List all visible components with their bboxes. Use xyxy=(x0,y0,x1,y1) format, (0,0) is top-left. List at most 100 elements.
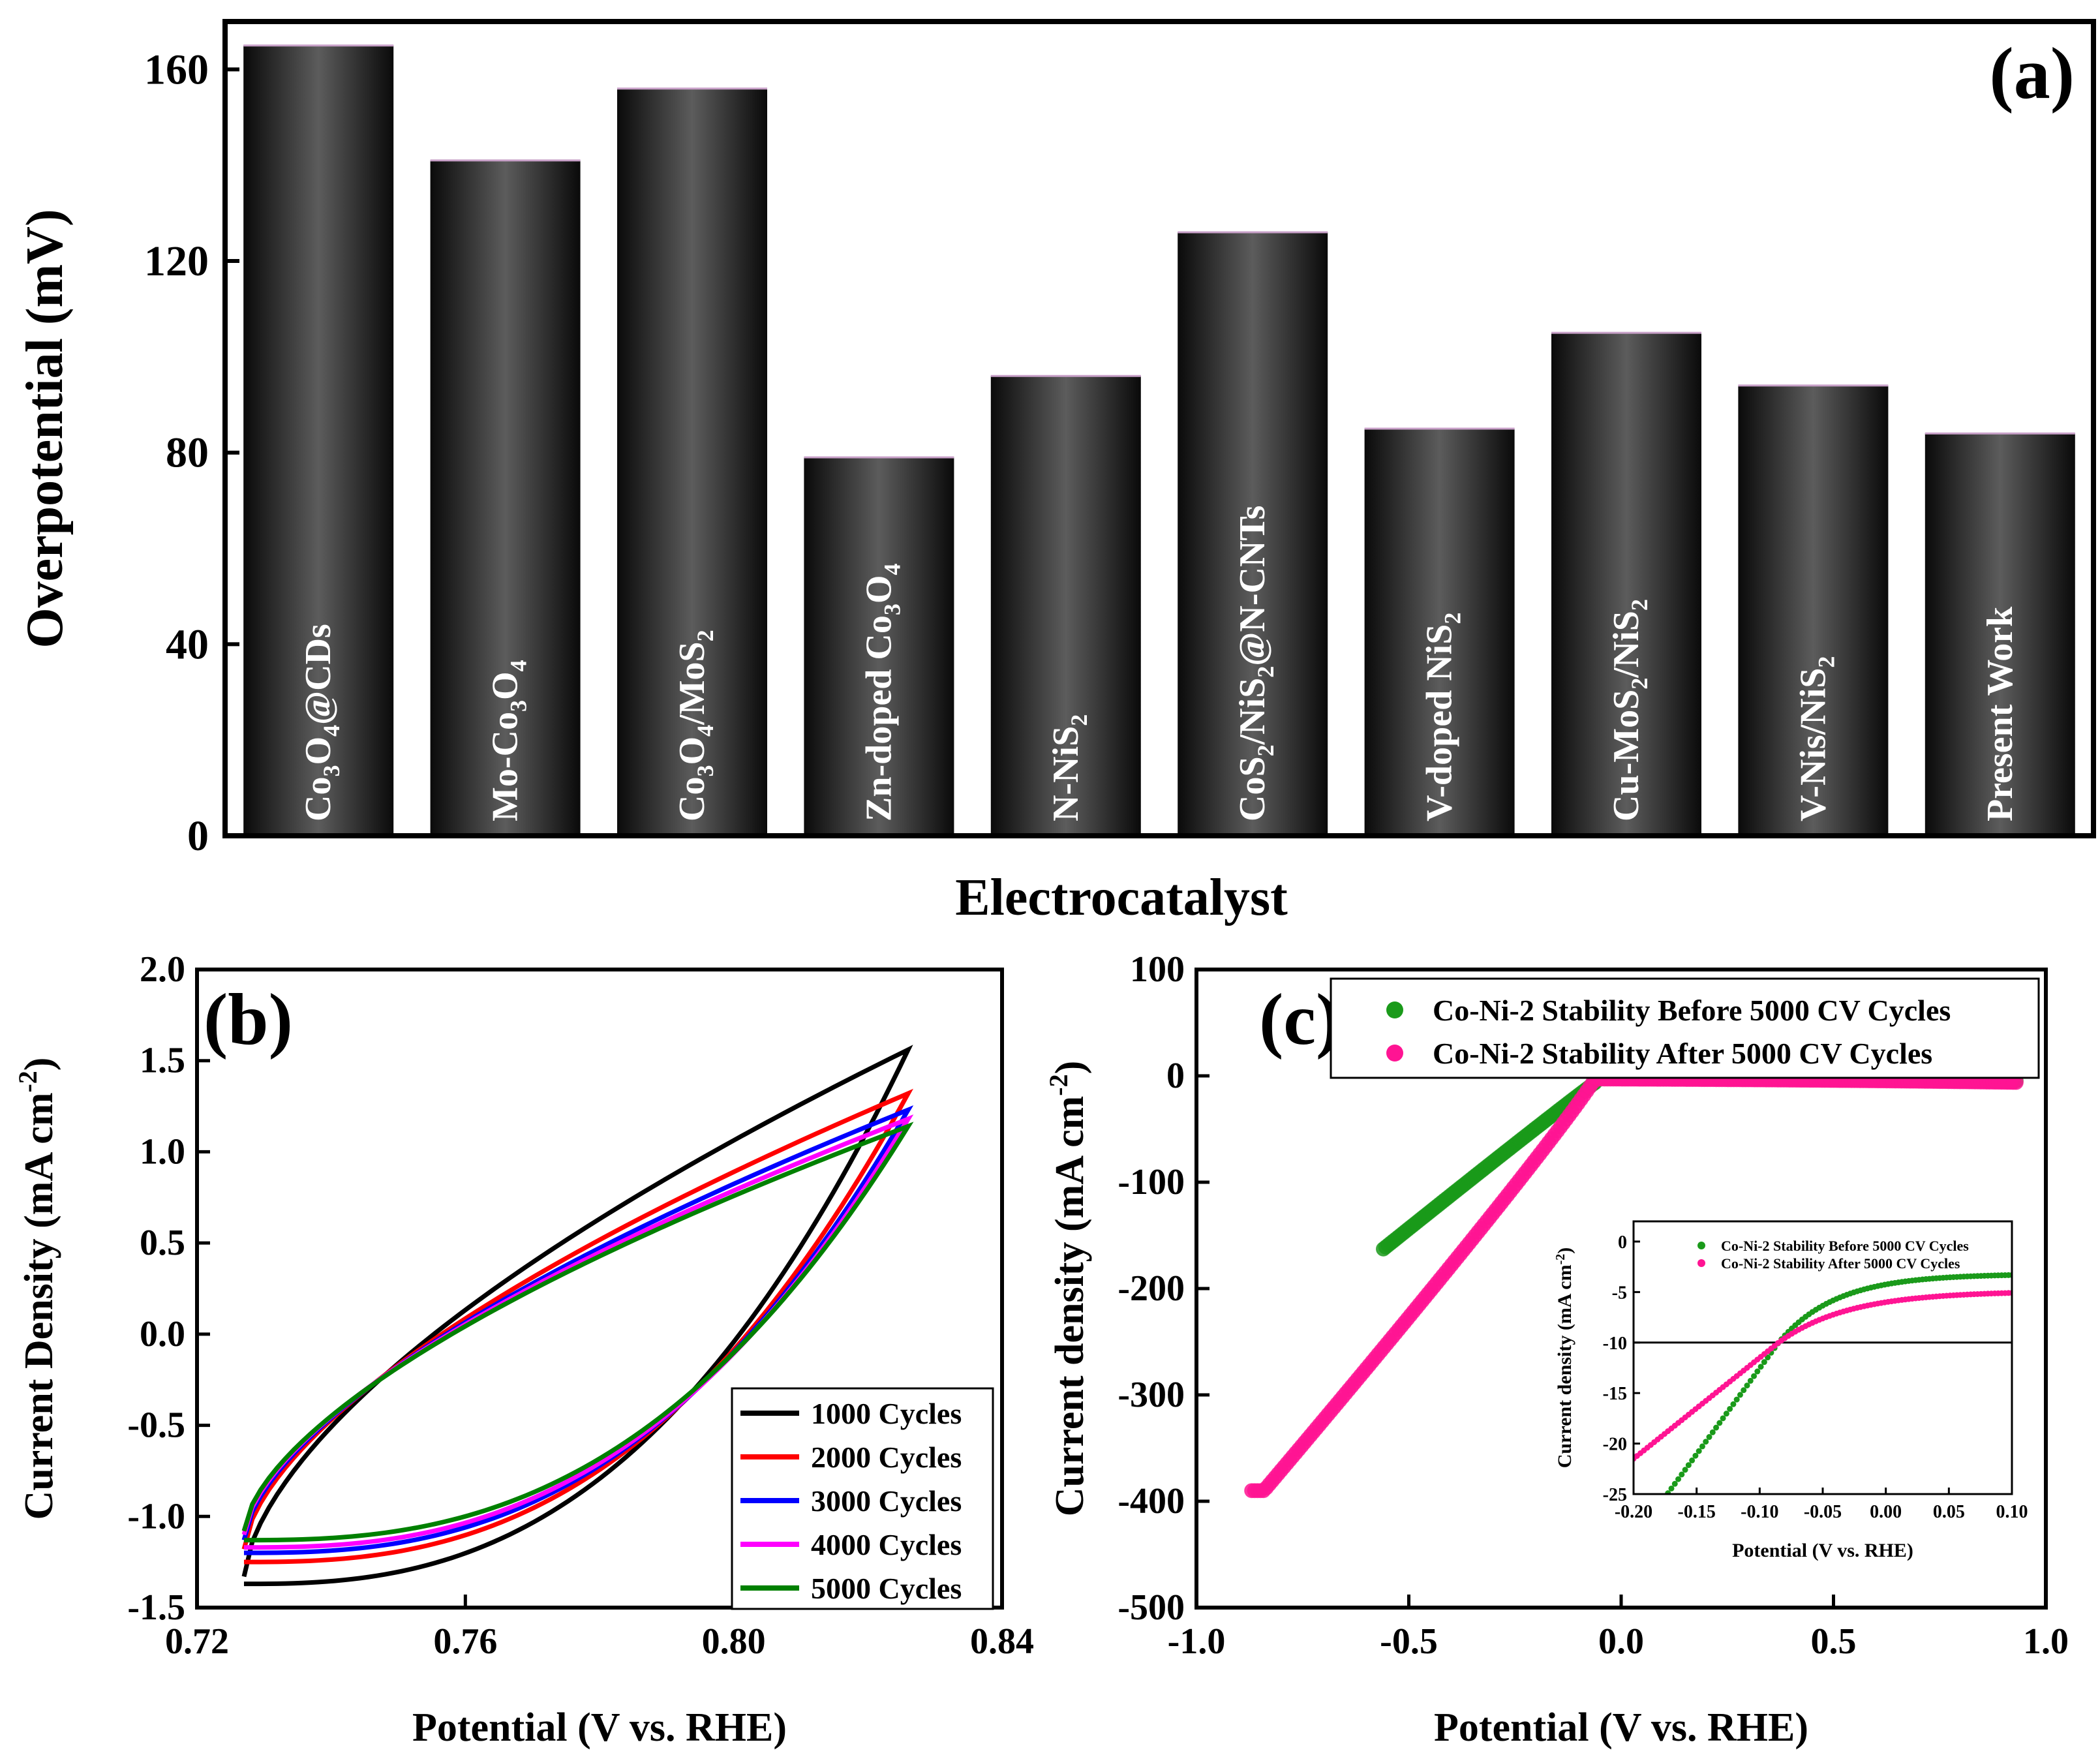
inset-data-point xyxy=(1699,1443,1705,1450)
panel-label-c: (c) xyxy=(1259,979,1340,1060)
inset-data-point xyxy=(1733,1396,1740,1403)
y-tick-label: 120 xyxy=(144,237,209,285)
inset-data-point xyxy=(1679,1471,1685,1478)
lsv-chart-panel-c: -1.0 -0.5 0.0 0.5 1.0 -500-400-300-200-10001… xyxy=(1044,949,2069,1750)
inset-data-point xyxy=(1631,1537,1637,1543)
y-axis-label-a: Overpotential (mV) xyxy=(16,209,74,648)
inset-data-point xyxy=(1709,1429,1716,1435)
cv-chart-panel-b: 0.72 0.76 0.80 0.84 -1.5 -1.0 -0.5 0.0 0.5 1.0 1.… xyxy=(13,949,1034,1750)
y-axis-ticks-b: -1.5 -1.0 -0.5 0.0 0.5 1.0 1.5 2.0 xyxy=(127,949,210,1628)
inset-data-point xyxy=(1727,1405,1733,1412)
x-tick-label: 0.72 xyxy=(165,1621,229,1662)
bar-label: V-doped NiS2 xyxy=(1420,613,1466,821)
bar-label: Zn-doped Co3O4 xyxy=(859,564,905,821)
legend-label: Co-Ni-2 Stability After 5000 CV Cycles xyxy=(1433,1037,1932,1070)
y-tick-label: 0.0 xyxy=(140,1314,185,1354)
y-tick-label: 1.5 xyxy=(140,1041,185,1081)
bar-label: Mo-Co3O4 xyxy=(485,660,532,821)
legend-label: 1000 Cycles xyxy=(811,1397,962,1430)
y-tick-label: 1.0 xyxy=(140,1131,185,1172)
bar-label: N-NiS2 xyxy=(1046,714,1092,821)
bar-label: Cu-MoS2/NiS2 xyxy=(1606,599,1652,821)
inset-data-point xyxy=(1696,1448,1702,1454)
inset-data-point xyxy=(1689,1457,1696,1463)
inset-x-tick-label: -0.20 xyxy=(1615,1502,1652,1522)
inset-legend-marker xyxy=(1697,1242,1705,1249)
y-tick-label: -200 xyxy=(1118,1268,1185,1309)
bar xyxy=(1551,333,1701,836)
x-tick-label: 0.76 xyxy=(433,1621,497,1662)
cv-curve xyxy=(241,1045,913,1587)
bar xyxy=(430,160,581,836)
inset-y-tick-label: -20 xyxy=(1603,1435,1627,1455)
bar xyxy=(990,376,1141,836)
inset-data-point xyxy=(1637,1528,1643,1534)
y-tick-label: 100 xyxy=(1130,949,1185,990)
plot-frame-a xyxy=(222,19,2096,838)
inset-x-tick-label: 0.05 xyxy=(1933,1502,1965,1522)
inset-data-point xyxy=(1761,1359,1767,1366)
inset-scatter xyxy=(1631,1272,2012,1543)
inset-x-axis-label: Potential (V vs. RHE) xyxy=(1732,1540,1913,1561)
inset-y-tick-label: -25 xyxy=(1603,1485,1627,1505)
panel-label-a: (a) xyxy=(1989,33,2075,114)
x-tick-label: -0.5 xyxy=(1380,1621,1438,1662)
x-axis-ticks-b: 0.72 0.76 0.80 0.84 xyxy=(165,1595,1034,1662)
y-tick-label: -1.5 xyxy=(127,1587,185,1628)
y-tick-label: 0.5 xyxy=(140,1223,185,1263)
y-axis-label-b: Current Density (mA cm-2) xyxy=(13,1058,61,1520)
bar-series xyxy=(243,44,2075,836)
y-tick-label: 40 xyxy=(166,620,209,668)
inset-data-point xyxy=(1654,1505,1660,1510)
legend-b: 1000 Cycles 2000 Cycles 3000 Cycles 4000 Cy… xyxy=(731,1387,994,1610)
x-tick-label: 0.80 xyxy=(702,1621,766,1662)
legend-label: 2000 Cycles xyxy=(811,1441,962,1474)
inset-data-point xyxy=(1713,1424,1720,1431)
bar xyxy=(1925,433,2075,836)
inset-y-ticks: -25 -20 -15 -10 -5 0 xyxy=(1603,1232,1640,1505)
y-tick-label: -500 xyxy=(1118,1587,1185,1628)
inset-legend-marker xyxy=(1697,1259,1705,1267)
inset-data-point xyxy=(1730,1401,1737,1407)
bar-label: V-Nis/NiS2 xyxy=(1793,656,1839,821)
inset-data-point xyxy=(1682,1467,1688,1473)
inset-legend-label: Co-Ni-2 Stability Before 5000 CV Cycles xyxy=(1721,1238,1969,1254)
bar-chart-panel-a: Co3O4@CDs Mo-Co3O4 Co3O4/MoS2 Zn-doped Co3O… xyxy=(16,19,2096,926)
inset-x-tick-label: 0.00 xyxy=(1870,1502,1902,1522)
x-axis-label-a: Electrocatalyst xyxy=(955,869,1288,926)
cv-curve xyxy=(241,1122,914,1543)
inset-data-point xyxy=(1685,1462,1692,1469)
inset-y-tick-label: -5 xyxy=(1612,1283,1627,1303)
cv-curve xyxy=(241,1088,913,1565)
y-tick-label: -400 xyxy=(1118,1481,1185,1521)
bar xyxy=(1738,385,1889,836)
inset-data-point xyxy=(1706,1434,1712,1441)
bar xyxy=(617,88,767,836)
y-tick-label: 160 xyxy=(144,46,209,93)
inset-data-point xyxy=(1720,1415,1726,1422)
inset-legend-label: Co-Ni-2 Stability After 5000 CV Cycles xyxy=(1721,1255,1960,1272)
inset-y-tick-label: -10 xyxy=(1603,1334,1627,1354)
legend-label: 5000 Cycles xyxy=(811,1572,962,1605)
legend-marker xyxy=(1386,1001,1403,1018)
y-axis-ticks-c: -500 -400 -300 -200 -100 0 100 xyxy=(1118,949,1210,1628)
inset-background xyxy=(1634,1221,2012,1494)
x-axis-label-c: Potential (V vs. RHE) xyxy=(1434,1705,1808,1750)
inset-data-point xyxy=(1662,1495,1667,1501)
inset-data-point xyxy=(1716,1420,1723,1426)
inset-x-tick-label: -0.15 xyxy=(1678,1502,1716,1522)
inset-data-point xyxy=(1744,1383,1750,1389)
legend-marker xyxy=(1386,1045,1403,1062)
inset-data-point xyxy=(1634,1533,1640,1538)
inset-x-tick-label: 0.10 xyxy=(1996,1502,2028,1522)
bar-labels: Co3O4@CDs Mo-Co3O4 Co3O4/MoS2 Zn-doped Co3O… xyxy=(298,506,2020,821)
inset-data-point xyxy=(1751,1373,1758,1379)
x-tick-label: -1.0 xyxy=(1168,1621,1226,1662)
inset-data-point xyxy=(1758,1364,1764,1370)
inset-data-point xyxy=(1668,1485,1675,1491)
y-tick-label: -1.0 xyxy=(127,1496,185,1536)
inset-y-axis-label: Current density (mA cm-2) xyxy=(1553,1247,1575,1469)
inset-data-point xyxy=(1675,1476,1682,1482)
legend-label: Co-Ni-2 Stability Before 5000 CV Cycles xyxy=(1433,994,1951,1027)
